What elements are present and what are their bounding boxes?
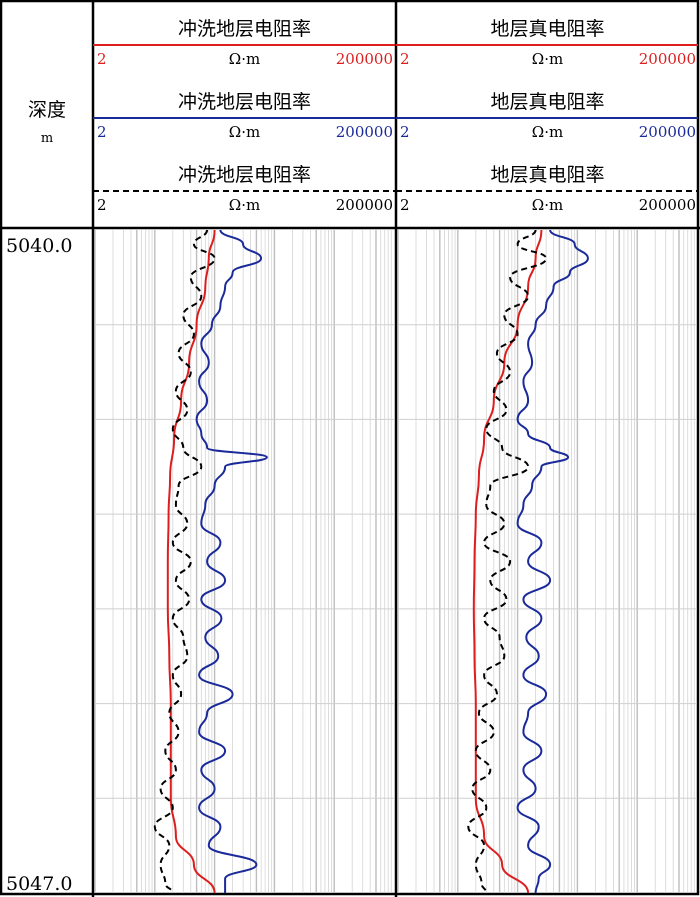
scale-min-label: 2 (97, 196, 107, 214)
unit-label: Ω·m (532, 123, 563, 141)
scale-max-label: 200000 (639, 123, 696, 141)
unit-label: Ω·m (229, 50, 260, 68)
curve-name-label: 冲洗地层电阻率 (178, 164, 311, 186)
scale-min-label: 2 (97, 123, 107, 141)
curve-name-label: 地层真电阻率 (490, 91, 604, 113)
resistivity-curve (195, 229, 268, 893)
unit-label: Ω·m (532, 50, 563, 68)
scale-min-label: 2 (400, 50, 410, 68)
curve-name-label: 地层真电阻率 (490, 164, 604, 186)
scale-max-label: 200000 (336, 50, 393, 68)
resistivity-curve (166, 229, 216, 894)
curve-name-label: 冲洗地层电阻率 (178, 18, 311, 40)
scale-min-label: 2 (400, 196, 410, 214)
curve-name-label: 地层真电阻率 (490, 18, 604, 40)
dashed-resistivity-curve (467, 229, 548, 894)
scale-min-label: 2 (97, 50, 107, 68)
depth-title: 深度 (28, 99, 66, 121)
resistivity-curve (516, 229, 589, 894)
depth-unit: m (41, 131, 53, 146)
scale-min-label: 2 (400, 123, 410, 141)
depth-top-label: 5040.0 (6, 235, 72, 257)
unit-label: Ω·m (532, 196, 563, 214)
depth-bottom-label: 5047.0 (6, 873, 72, 895)
scale-max-label: 200000 (336, 196, 393, 214)
scale-max-label: 200000 (336, 123, 393, 141)
scale-max-label: 200000 (639, 196, 696, 214)
dashed-resistivity-curve (153, 229, 216, 894)
curve-name-label: 冲洗地层电阻率 (178, 91, 311, 113)
unit-label: Ω·m (229, 196, 260, 214)
scale-max-label: 200000 (639, 50, 696, 68)
resistivity-curve (472, 229, 543, 894)
unit-label: Ω·m (229, 123, 260, 141)
